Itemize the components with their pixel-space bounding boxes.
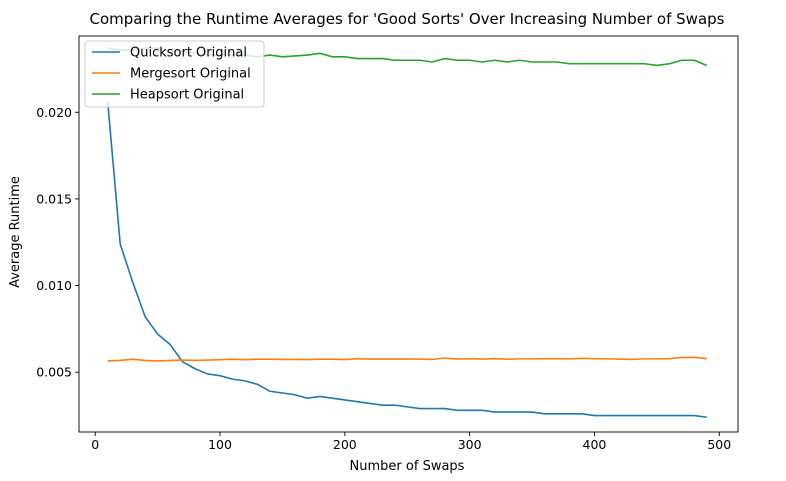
y-axis-label: Average Runtime xyxy=(8,176,23,288)
y-tick-label: 0.015 xyxy=(36,191,72,206)
x-axis-label: Number of Swaps xyxy=(350,459,465,474)
legend-label-2: Heapsort Original xyxy=(130,88,244,103)
legend: Quicksort Original Mergesort Original Heap… xyxy=(84,40,265,108)
y-tick-label: 0.010 xyxy=(36,278,72,293)
chart-title: Comparing the Runtime Averages for 'Good… xyxy=(90,10,725,28)
y-tick-label: 0.005 xyxy=(36,365,72,380)
y-tick-label: 0.020 xyxy=(36,105,72,120)
series-line-0 xyxy=(106,101,707,419)
plot-area: 0 100 200 300 400 500 0.005 0.010 0.015 0.020 Quic… xyxy=(36,35,739,452)
x-tick-label: 500 xyxy=(707,437,731,452)
axes-frame xyxy=(78,35,739,433)
x-tick-label: 0 xyxy=(91,437,99,452)
legend-box xyxy=(84,40,265,108)
x-tick-label: 200 xyxy=(333,437,357,452)
x-tick-label: 400 xyxy=(583,437,607,452)
series-line-1 xyxy=(107,356,707,362)
x-tick-label: 300 xyxy=(458,437,482,452)
legend-label-0: Quicksort Original xyxy=(130,46,247,61)
x-tick-label: 100 xyxy=(208,437,232,452)
legend-label-1: Mergesort Original xyxy=(130,67,251,82)
